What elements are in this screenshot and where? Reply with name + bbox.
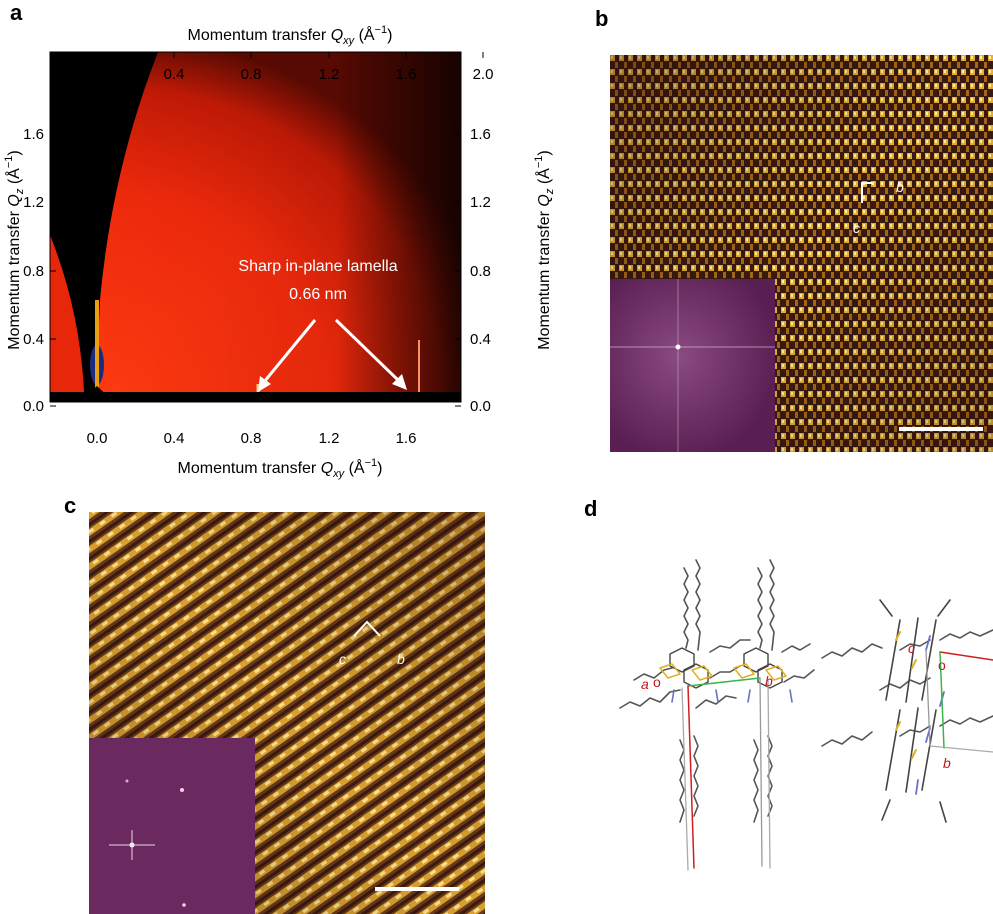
- right-tick-label: 0.0: [470, 398, 491, 415]
- cell-label-b-left: b: [765, 673, 773, 689]
- axis-label-b: b: [397, 651, 405, 667]
- left-axis-title: Momentum transfer Qz (Å−1): [3, 150, 26, 349]
- panel-label-d: d: [584, 496, 598, 521]
- bottom-tick-label: 0.8: [241, 430, 262, 447]
- scale-bar-b: [899, 427, 983, 431]
- panel-label-a: a: [10, 0, 23, 25]
- bottom-axis-title: Momentum transfer Qxy (Å−1): [178, 457, 383, 480]
- right-tick-label: 1.2: [470, 194, 491, 211]
- left-tick-label: 0.4: [23, 331, 44, 348]
- left-tick-label: 1.6: [23, 126, 44, 143]
- packing-view-left: [619, 559, 815, 871]
- right-tick-label: 1.6: [470, 126, 491, 143]
- fft-inset-c: [89, 738, 255, 914]
- stm-image-b: b c: [610, 55, 993, 452]
- bottom-tick-label: 0.0: [87, 430, 108, 447]
- top-axis: 0.0 0.4 0.8 1.2 1.6 2.0: [87, 52, 494, 83]
- annotation-line2: 0.66 nm: [289, 286, 347, 303]
- right-tick-label: 0.8: [470, 263, 491, 280]
- top-tick-label: 1.2: [319, 66, 340, 83]
- left-tick-label: 0.8: [23, 263, 44, 280]
- cell-label-o-right: o: [938, 657, 946, 673]
- cell-label-o-left: o: [653, 674, 661, 690]
- packing-view-right: [821, 599, 993, 823]
- right-tick-label: 0.4: [470, 331, 491, 348]
- top-tick-label: 0.4: [164, 66, 185, 83]
- annotation-line1: Sharp in-plane lamella: [238, 258, 397, 275]
- right-axis: 0.0 0.4 0.8 1.2 1.6: [455, 126, 491, 415]
- cell-label-a: a: [641, 676, 649, 692]
- top-tick-label: 2.0: [473, 66, 494, 83]
- stm-image-c: c b: [89, 512, 485, 914]
- axis-label-b: b: [896, 179, 904, 195]
- top-axis-title: Momentum transfer Qxy (Å−1): [188, 24, 393, 47]
- left-axis: 0.0 0.4 0.8 1.2 1.6: [23, 126, 56, 415]
- fft-inset-b: [610, 279, 775, 452]
- cell-label-b-right: b: [943, 755, 951, 771]
- axes-marker-b: [861, 182, 872, 203]
- giwaxs-map: [50, 52, 461, 402]
- bottom-tick-label: 1.6: [396, 430, 417, 447]
- crystal-packing-d: a o b: [619, 559, 993, 871]
- bottom-axis: 0.0 0.4 0.8 1.2 1.6: [87, 396, 462, 447]
- left-tick-label: 1.2: [23, 194, 44, 211]
- bottom-tick-label: 1.2: [319, 430, 340, 447]
- cell-label-c: c: [908, 640, 915, 656]
- axes-marker-c: [353, 620, 381, 637]
- axis-label-c: c: [339, 651, 346, 667]
- axis-label-c: c: [853, 220, 860, 236]
- right-axis-title: Momentum transfer Qz (Å−1): [533, 150, 556, 349]
- top-tick-label: 0.8: [241, 66, 262, 83]
- scale-bar-c: [375, 887, 459, 891]
- bottom-tick-label: 0.4: [164, 430, 185, 447]
- top-tick-label: 1.6: [396, 66, 417, 83]
- panel-label-b: b: [595, 6, 609, 31]
- left-tick-label: 0.0: [23, 398, 44, 415]
- lamella-arrows: [258, 318, 407, 392]
- top-tick-label: 0.0: [87, 66, 108, 83]
- giwaxs-figure: Sharp in-plane lamella 0.66 nm 0.0 0.4 0…: [3, 24, 556, 480]
- panel-label-c: c: [64, 493, 77, 518]
